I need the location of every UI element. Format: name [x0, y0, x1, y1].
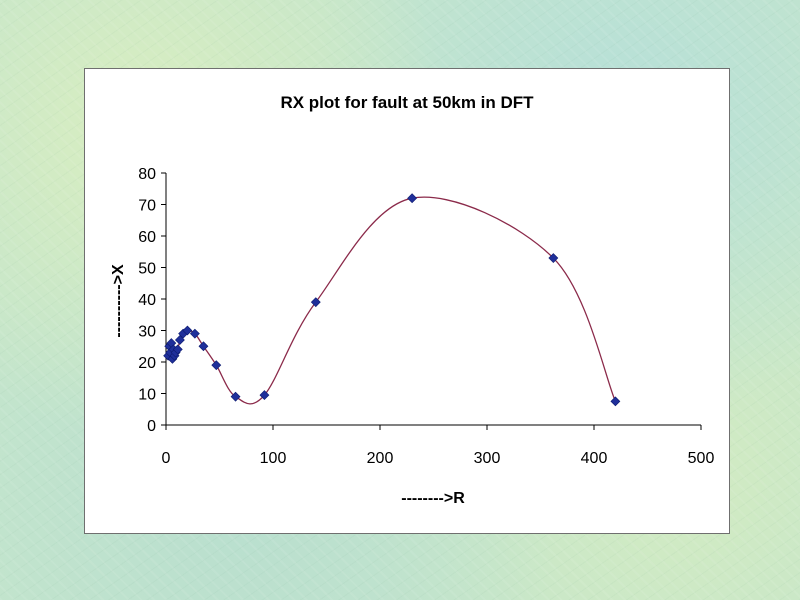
chart-frame: RX plot for fault at 50km in DFT 0 10 20 30… [84, 68, 730, 534]
data-point [182, 325, 193, 336]
data-point [310, 297, 321, 308]
data-point [174, 335, 185, 345]
data-point [548, 253, 559, 263]
y-tick-label: 60 [138, 229, 156, 246]
x-axis-label: -------->R [401, 490, 465, 507]
y-axis-label: ---------->X [110, 264, 127, 338]
x-tick-label: 200 [367, 450, 394, 467]
data-point [189, 328, 200, 339]
data-point [259, 390, 270, 400]
y-tick-label: 30 [138, 324, 156, 341]
rx-plot: 0 10 20 30 40 50 60 70 80 0 100 200 300 400 500 -------… [110, 166, 715, 507]
y-tick-label: 0 [147, 418, 156, 435]
data-point [407, 193, 418, 204]
y-tick-label: 80 [138, 166, 156, 183]
x-tick-label: 400 [581, 450, 608, 467]
y-tick-label: 70 [138, 198, 156, 215]
y-tick-label: 10 [138, 387, 156, 404]
x-tick-label: 300 [474, 450, 501, 467]
data-point [211, 360, 222, 371]
data-point [230, 391, 241, 402]
data-point [610, 396, 621, 407]
chart-title: RX plot for fault at 50km in DFT [280, 93, 534, 112]
y-tick-label: 40 [138, 292, 156, 309]
x-tick-label: 500 [688, 450, 715, 467]
data-point [198, 341, 209, 352]
x-tick-label: 100 [260, 450, 287, 467]
series-line [167, 196, 616, 405]
y-tick-label: 20 [138, 355, 156, 372]
y-tick-label: 50 [138, 261, 156, 278]
data-point [172, 344, 183, 355]
x-tick-label: 0 [162, 450, 171, 467]
